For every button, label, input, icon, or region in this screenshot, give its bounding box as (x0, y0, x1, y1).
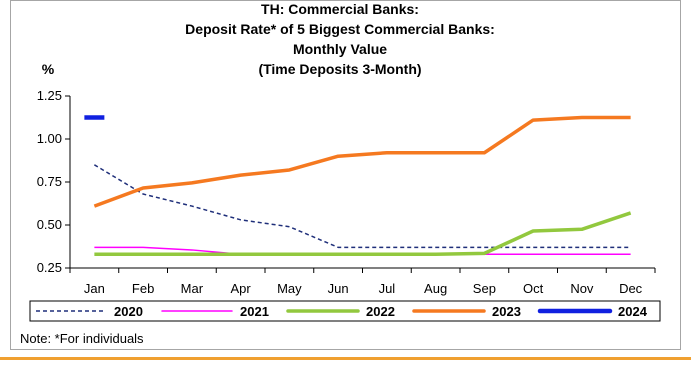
x-tick-label: Aug (424, 281, 447, 296)
legend: 2020 2021 2022 2023 2024 (36, 304, 648, 319)
y-axis-label: % (42, 61, 55, 77)
series-line-2022 (94, 211, 632, 256)
legend-label-2024: 2024 (618, 304, 648, 319)
chart-title-line-3: Monthly Value (293, 41, 387, 57)
footnote: Note: *For individuals (20, 331, 144, 346)
y-tick-label: 0.75 (37, 174, 62, 189)
chart-frame (10, 0, 681, 350)
series-line-2020 (93, 164, 631, 249)
x-tick-label: May (277, 281, 302, 296)
x-tick-group: Jan Feb Mar Apr May Jun Jul Aug Sep Oct Nov Dec (69, 268, 656, 296)
y-tick-label: 1.25 (37, 88, 62, 103)
series-group (84, 115, 632, 256)
x-tick-label: Nov (570, 281, 594, 296)
bottom-divider (0, 357, 691, 360)
chart-title-line-4: (Time Deposits 3-Month) (258, 61, 421, 77)
x-tick-label: Jan (84, 281, 105, 296)
y-tick-label: 0.50 (37, 217, 62, 232)
y-tick-group: 0.25 0.50 0.75 1.00 1.25 (37, 88, 70, 275)
legend-label-2022: 2022 (366, 304, 395, 319)
legend-label-2023: 2023 (492, 304, 521, 319)
x-tick-label: Apr (231, 281, 252, 296)
y-tick-label: 0.25 (37, 260, 62, 275)
x-tick-label: Sep (473, 281, 496, 296)
x-tick-label: Dec (619, 281, 643, 296)
x-tick-label: Feb (132, 281, 154, 296)
x-tick-label: Jun (328, 281, 349, 296)
series-line-2023 (93, 115, 631, 208)
y-tick-label: 1.00 (37, 131, 62, 146)
x-tick-label: Mar (181, 281, 204, 296)
legend-label-2021: 2021 (240, 304, 269, 319)
chart-title-line-2: Deposit Rate* of 5 Biggest Commercial Ba… (185, 21, 495, 37)
chart-title-line-1: TH: Commercial Banks: (261, 1, 419, 17)
x-tick-label: Jul (379, 281, 396, 296)
x-tick-label: Oct (523, 281, 544, 296)
legend-label-2020: 2020 (114, 304, 143, 319)
